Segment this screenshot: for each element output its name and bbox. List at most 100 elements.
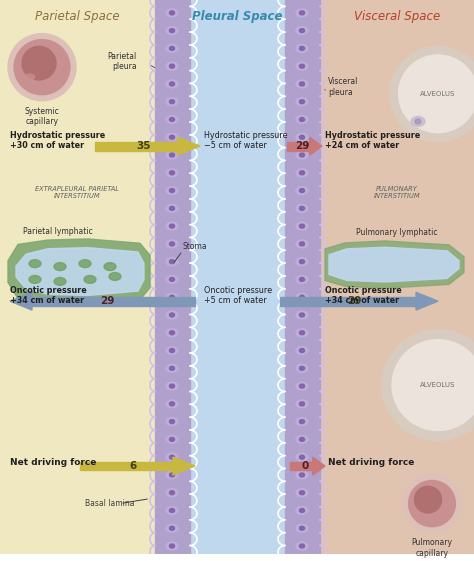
Ellipse shape xyxy=(296,489,308,496)
Ellipse shape xyxy=(300,331,304,335)
Ellipse shape xyxy=(300,366,304,370)
Ellipse shape xyxy=(170,188,174,192)
Circle shape xyxy=(414,486,441,513)
Ellipse shape xyxy=(166,435,178,443)
Ellipse shape xyxy=(300,295,304,299)
Ellipse shape xyxy=(296,400,308,408)
Ellipse shape xyxy=(300,544,304,548)
Text: 29: 29 xyxy=(347,296,362,306)
Ellipse shape xyxy=(170,455,174,459)
Ellipse shape xyxy=(300,153,304,157)
Ellipse shape xyxy=(296,134,308,141)
Text: Systemic
capillary: Systemic capillary xyxy=(25,107,59,126)
Text: Stoma: Stoma xyxy=(182,242,207,251)
Ellipse shape xyxy=(166,311,178,319)
Ellipse shape xyxy=(54,263,66,270)
Polygon shape xyxy=(310,137,322,155)
Bar xyxy=(290,462,313,471)
Ellipse shape xyxy=(46,79,58,87)
Ellipse shape xyxy=(300,526,304,530)
Ellipse shape xyxy=(300,384,304,388)
Ellipse shape xyxy=(296,187,308,195)
Ellipse shape xyxy=(170,100,174,104)
Ellipse shape xyxy=(166,275,178,283)
Text: Pleural Space: Pleural Space xyxy=(192,10,283,23)
Ellipse shape xyxy=(296,329,308,337)
Ellipse shape xyxy=(296,347,308,355)
Ellipse shape xyxy=(170,402,174,406)
Ellipse shape xyxy=(166,80,178,88)
Circle shape xyxy=(392,340,474,430)
Ellipse shape xyxy=(166,134,178,141)
Ellipse shape xyxy=(109,273,121,280)
Ellipse shape xyxy=(166,417,178,426)
Ellipse shape xyxy=(170,278,174,282)
Ellipse shape xyxy=(170,348,174,352)
Text: 29: 29 xyxy=(295,141,309,151)
Ellipse shape xyxy=(166,364,178,373)
Bar xyxy=(0,0,155,554)
Ellipse shape xyxy=(166,169,178,177)
Polygon shape xyxy=(416,292,438,310)
Ellipse shape xyxy=(415,119,421,124)
Text: Pulmonary
capillary: Pulmonary capillary xyxy=(411,538,453,558)
Text: 35: 35 xyxy=(136,141,150,151)
Text: Oncotic pressure
+5 cm of water: Oncotic pressure +5 cm of water xyxy=(204,286,272,305)
Circle shape xyxy=(402,474,462,533)
Ellipse shape xyxy=(411,117,425,126)
Text: Pulmonary lymphatic: Pulmonary lymphatic xyxy=(356,228,438,237)
Ellipse shape xyxy=(170,491,174,495)
Ellipse shape xyxy=(300,135,304,139)
Ellipse shape xyxy=(26,74,35,80)
Ellipse shape xyxy=(170,153,174,157)
Ellipse shape xyxy=(296,80,308,88)
Polygon shape xyxy=(10,292,32,310)
Ellipse shape xyxy=(166,257,178,265)
Ellipse shape xyxy=(170,331,174,335)
Ellipse shape xyxy=(104,263,116,270)
Circle shape xyxy=(8,34,76,101)
Ellipse shape xyxy=(166,222,178,230)
Ellipse shape xyxy=(170,29,174,33)
Ellipse shape xyxy=(296,542,308,550)
Ellipse shape xyxy=(79,260,91,268)
Text: Visceral Space: Visceral Space xyxy=(354,10,440,23)
Ellipse shape xyxy=(296,507,308,514)
Ellipse shape xyxy=(300,473,304,477)
Text: EXTRAPLEURAL PARIETAL
INTERSTITIUM: EXTRAPLEURAL PARIETAL INTERSTITIUM xyxy=(36,186,119,199)
Bar xyxy=(80,462,173,471)
Ellipse shape xyxy=(436,514,446,521)
Ellipse shape xyxy=(170,242,174,246)
Ellipse shape xyxy=(300,260,304,264)
Ellipse shape xyxy=(300,29,304,33)
Ellipse shape xyxy=(166,382,178,390)
Ellipse shape xyxy=(296,311,308,319)
Ellipse shape xyxy=(300,117,304,121)
Ellipse shape xyxy=(300,188,304,192)
Ellipse shape xyxy=(300,455,304,459)
Ellipse shape xyxy=(170,313,174,317)
Ellipse shape xyxy=(166,151,178,159)
Ellipse shape xyxy=(296,169,308,177)
Circle shape xyxy=(14,40,70,95)
Ellipse shape xyxy=(170,420,174,424)
Ellipse shape xyxy=(166,293,178,301)
Polygon shape xyxy=(329,247,459,282)
Bar xyxy=(95,142,178,150)
Ellipse shape xyxy=(170,82,174,86)
Ellipse shape xyxy=(300,313,304,317)
Ellipse shape xyxy=(296,364,308,373)
Ellipse shape xyxy=(166,542,178,550)
Circle shape xyxy=(382,330,474,440)
Ellipse shape xyxy=(166,489,178,496)
Ellipse shape xyxy=(300,47,304,50)
Ellipse shape xyxy=(300,206,304,210)
Ellipse shape xyxy=(29,275,41,283)
Ellipse shape xyxy=(170,526,174,530)
Bar xyxy=(285,0,320,554)
Ellipse shape xyxy=(296,116,308,123)
Ellipse shape xyxy=(296,435,308,443)
Ellipse shape xyxy=(84,275,96,283)
Bar xyxy=(280,297,416,306)
Ellipse shape xyxy=(166,400,178,408)
